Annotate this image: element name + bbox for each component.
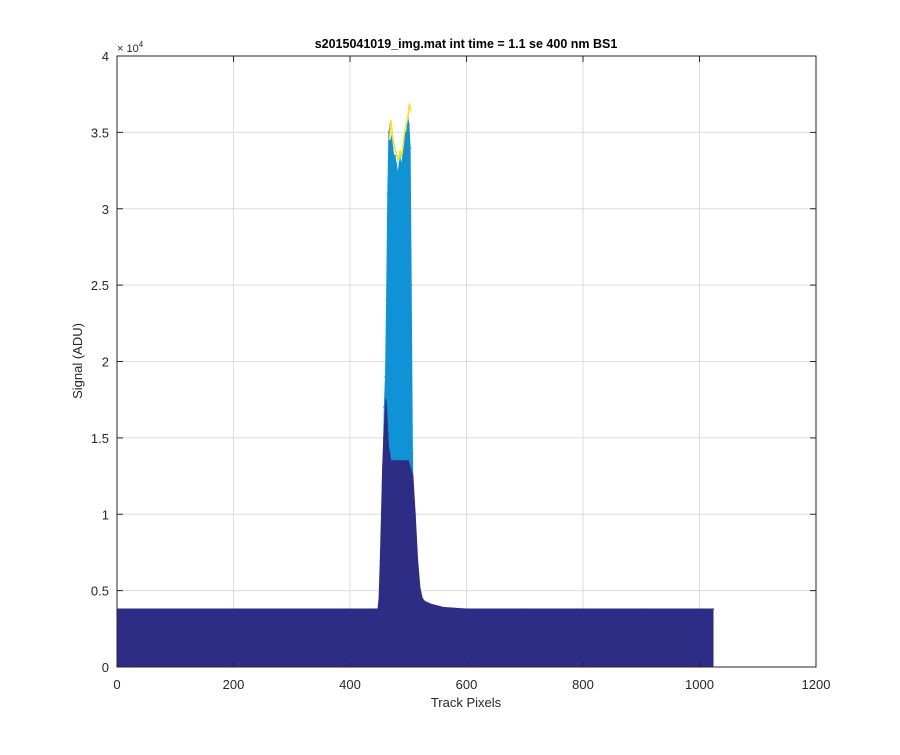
y-exponent-label: × 104 (117, 40, 144, 55)
data-point (402, 460, 405, 462)
data-point (387, 444, 390, 447)
series-line (388, 103, 412, 163)
y-tick-label: 0 (102, 660, 109, 675)
data-point (430, 603, 433, 605)
data-point (412, 475, 414, 477)
data-point (392, 147, 394, 149)
x-tick-label: 1200 (802, 677, 831, 692)
data-point (394, 460, 397, 462)
y-tick-label: 2 (102, 355, 109, 370)
y-tick-label: 2.5 (91, 278, 109, 293)
series-dark-blue (116, 399, 715, 667)
y-exponent-power: 4 (139, 40, 144, 49)
series-layer (116, 103, 715, 668)
data-point (387, 131, 390, 133)
y-tick-label: 0.5 (91, 584, 109, 599)
data-point (389, 452, 391, 454)
x-axis: 0 200 400 600 800 1000 1200 (113, 56, 830, 692)
data-point (385, 299, 387, 301)
data-point (409, 467, 412, 470)
data-point (712, 608, 715, 610)
data-point (382, 467, 384, 470)
x-tick-label: 400 (339, 677, 361, 692)
data-point (386, 422, 388, 424)
y-axis: 0 0.5 1 1.5 2 2.5 3 3.5 4 (91, 49, 816, 675)
data-point (385, 399, 387, 401)
data-point (421, 597, 423, 599)
x-tick-label: 600 (456, 677, 478, 692)
data-point (393, 460, 395, 462)
data-point (391, 460, 393, 462)
x-tick-label: 1000 (685, 677, 714, 692)
x-tick-label: 200 (223, 677, 245, 692)
data-point (379, 559, 381, 561)
y-tick-label: 1 (102, 507, 109, 522)
data-point (394, 154, 397, 156)
data-point (393, 154, 395, 156)
y-tick-label: 4 (102, 49, 109, 64)
data-point (400, 162, 402, 164)
data-point (640, 608, 642, 610)
data-point (582, 608, 584, 610)
x-axis-label: Track Pixels (431, 695, 502, 710)
data-point (377, 608, 379, 610)
data-point (419, 586, 421, 589)
data-point (405, 131, 407, 133)
y-tick-label: 3 (102, 202, 109, 217)
series-area (117, 399, 714, 667)
data-point (392, 460, 394, 462)
y-exponent-base: × 10 (117, 43, 139, 55)
x-tick-label: 0 (113, 677, 120, 692)
data-point (411, 284, 413, 286)
data-point (390, 139, 392, 141)
series-yellow-peaks (388, 103, 412, 163)
data-point (386, 192, 388, 195)
data-point (465, 608, 468, 610)
data-point (396, 162, 398, 164)
data-point (407, 460, 409, 462)
data-point (408, 124, 411, 126)
data-point (384, 376, 386, 378)
chart-title: s2015041019_img.mat int time = 1.1 se 40… (315, 37, 618, 51)
data-point (372, 608, 374, 610)
data-point (398, 162, 400, 164)
data-point (524, 608, 526, 610)
data-point (414, 513, 416, 515)
data-point (400, 460, 402, 462)
data-point (454, 607, 456, 609)
data-point (442, 606, 444, 609)
data-point (409, 147, 412, 149)
data-point (398, 460, 400, 462)
y-tick-label: 3.5 (91, 125, 109, 140)
data-point (383, 406, 385, 408)
data-point (384, 414, 386, 416)
data-point (412, 452, 414, 454)
data-point (423, 600, 426, 602)
data-point (396, 460, 398, 462)
x-tick-label: 800 (572, 677, 594, 692)
data-point (378, 597, 380, 599)
data-point (405, 460, 407, 462)
y-axis-label: Signal (ADU) (70, 323, 85, 399)
data-point (397, 169, 399, 172)
y-tick-label: 1.5 (91, 431, 109, 446)
data-point (390, 460, 392, 462)
data-point (380, 513, 383, 515)
data-point (383, 437, 385, 439)
data-point (416, 559, 419, 561)
